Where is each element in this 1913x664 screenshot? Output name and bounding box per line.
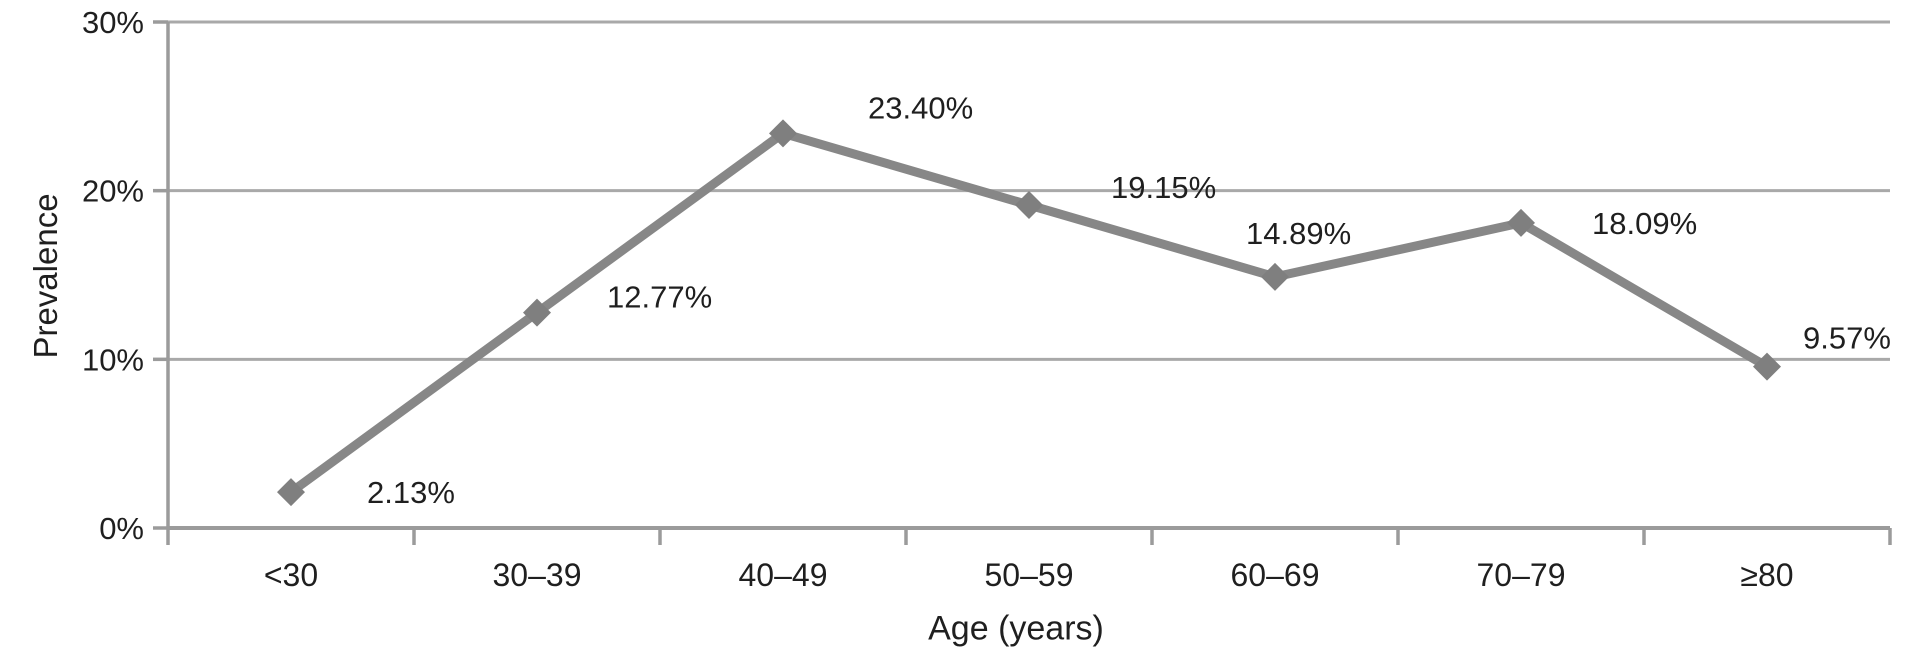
data-point-label: 18.09% — [1592, 206, 1697, 241]
data-point-label: 9.57% — [1803, 321, 1891, 356]
data-point-label: 23.40% — [868, 90, 973, 125]
y-tick-label: 0% — [99, 511, 144, 546]
data-point-label: 14.89% — [1246, 216, 1351, 251]
data-point-marker — [1261, 262, 1289, 291]
data-point-label: 2.13% — [367, 475, 455, 510]
data-point-marker — [277, 478, 305, 507]
x-tick-label: <30 — [264, 557, 318, 593]
data-point-marker — [523, 298, 551, 327]
data-point-marker — [769, 119, 797, 148]
x-tick-label: 70–79 — [1477, 557, 1566, 593]
data-point-marker — [1507, 208, 1535, 237]
data-point-marker — [1015, 191, 1043, 220]
data-point-label: 12.77% — [607, 280, 712, 315]
x-tick-label: 30–39 — [493, 557, 582, 593]
x-tick-label: 60–69 — [1231, 557, 1320, 593]
x-tick-label: 50–59 — [985, 557, 1074, 593]
y-tick-label: 30% — [82, 5, 144, 40]
data-point-marker — [1753, 352, 1781, 381]
data-point-label: 19.15% — [1111, 170, 1216, 205]
y-axis-title: Prevalence — [27, 193, 64, 359]
x-tick-label: 40–49 — [739, 557, 828, 593]
y-tick-label: 10% — [82, 342, 144, 377]
x-axis-title: Age (years) — [928, 609, 1104, 648]
x-tick-label: ≥80 — [1740, 557, 1793, 593]
series-line — [286, 128, 1772, 497]
y-tick-label: 20% — [82, 174, 144, 209]
